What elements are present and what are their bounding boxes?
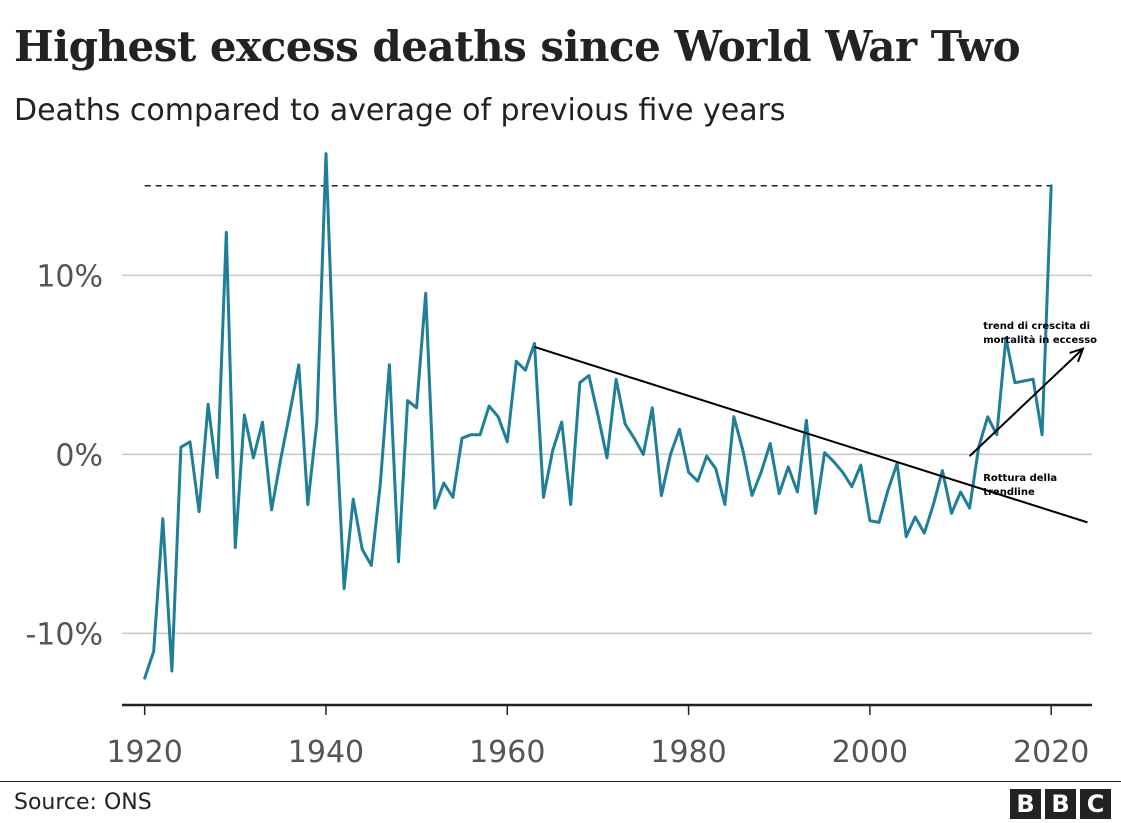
bbc-logo-letter: C (1080, 789, 1111, 819)
bbc-logo: B B C (1010, 789, 1111, 819)
x-tick-label: 1960 (469, 735, 545, 770)
annotation-text: trend di crescita di (983, 321, 1090, 332)
trend-arrow (968, 348, 1084, 457)
x-tick-label: 1940 (288, 735, 364, 770)
trendline (534, 345, 1088, 524)
bbc-logo-letter: B (1010, 789, 1041, 819)
trend-arrow-head (1069, 347, 1085, 363)
y-tick-label: 10% (36, 259, 103, 294)
x-tick-label: 1920 (106, 735, 182, 770)
footer-divider (0, 781, 1121, 782)
chart-title: Highest excess deaths since World War Tw… (14, 22, 1021, 71)
annotation-text: mortalità in eccesso (983, 334, 1097, 346)
annotation-text: Rottura della (983, 473, 1057, 484)
bbc-logo-letter: B (1045, 789, 1076, 819)
x-tick-label: 2000 (832, 735, 908, 770)
annotation-text: trendline (983, 487, 1035, 498)
source-note: Source: ONS (14, 790, 152, 815)
y-tick-label: 0% (55, 438, 103, 473)
chart-subtitle: Deaths compared to average of previous f… (14, 93, 786, 128)
x-tick-label: 1980 (650, 735, 726, 770)
x-tick-label: 2020 (1013, 735, 1089, 770)
excess-deaths-series-line (143, 152, 1053, 680)
y-tick-label: -10% (25, 617, 103, 652)
